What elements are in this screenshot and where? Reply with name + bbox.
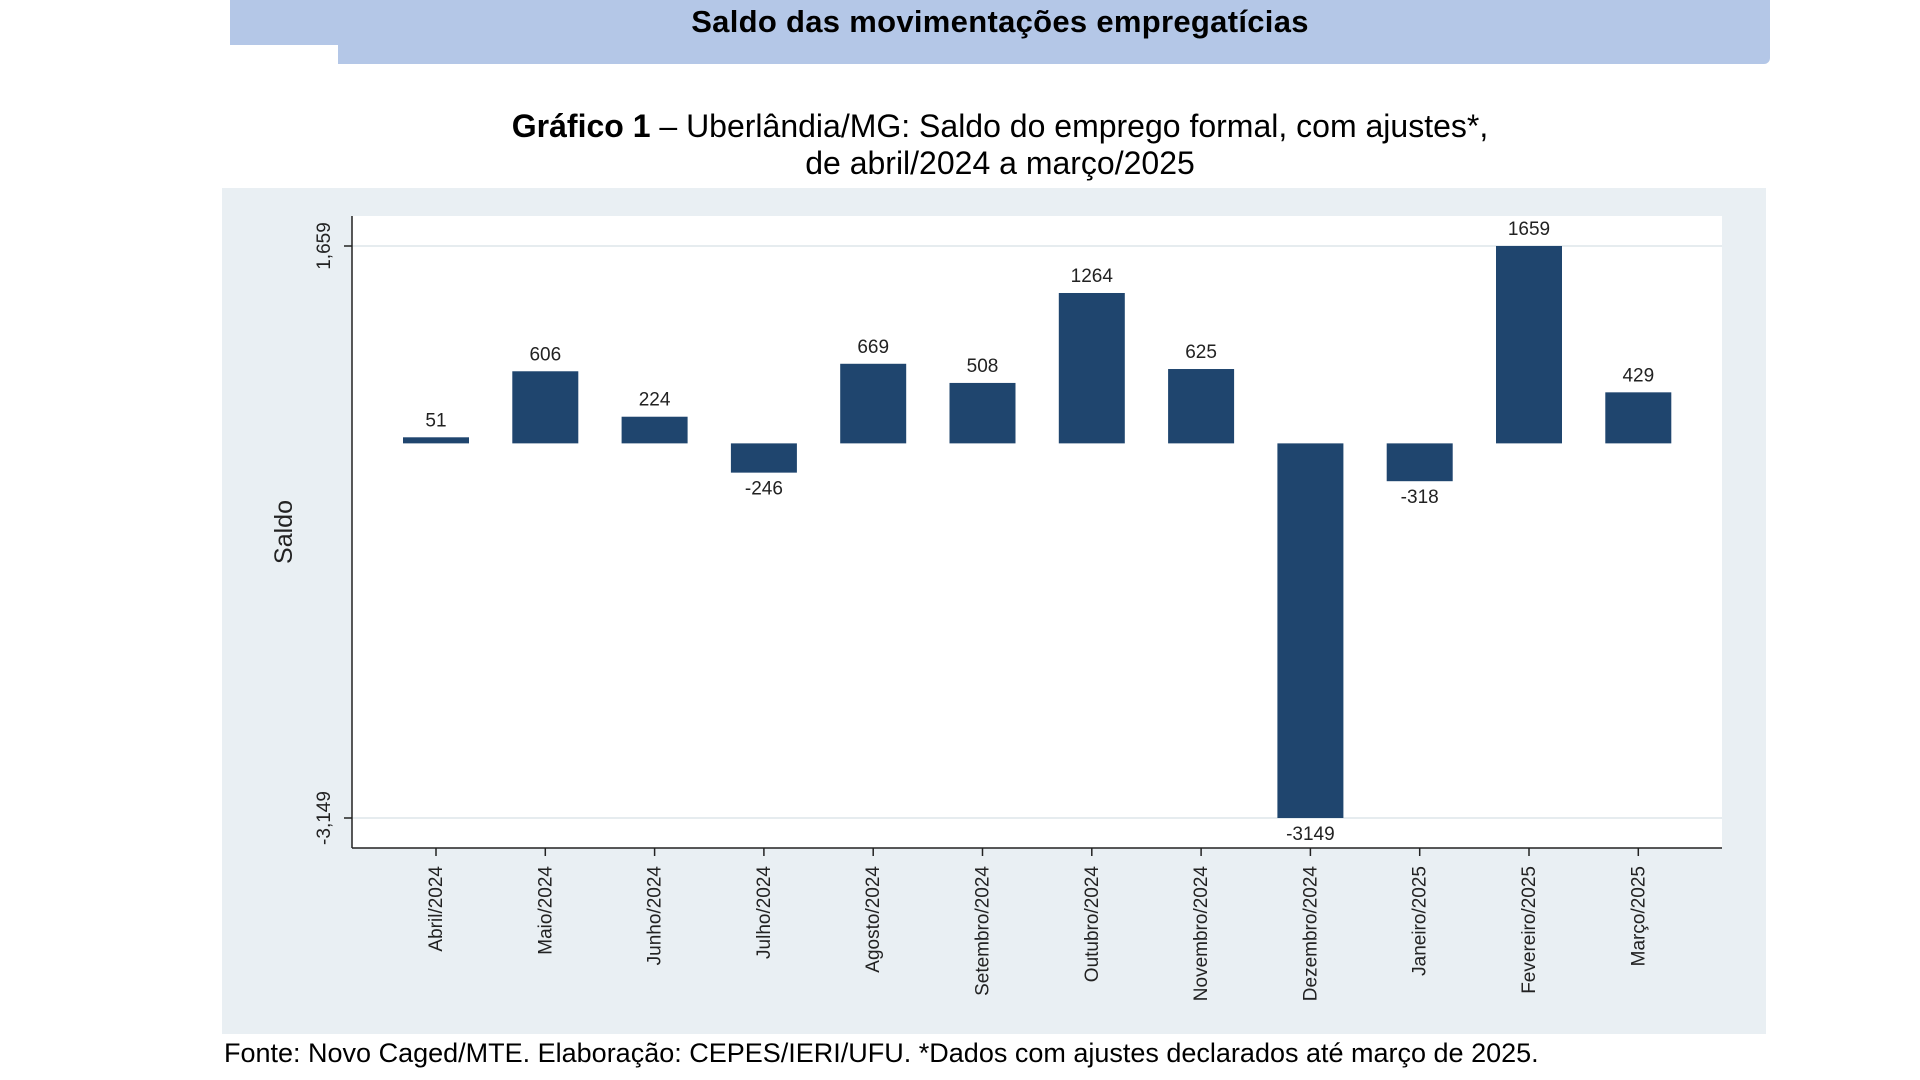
x-tick-label: Agosto/2024 — [863, 866, 884, 973]
section-title: Saldo das movimentações empregatícias — [691, 4, 1309, 39]
plot-area — [352, 216, 1722, 848]
y-tick-label: -3,149 — [314, 791, 335, 845]
data-label: 508 — [967, 356, 999, 377]
bar — [1168, 369, 1235, 444]
x-tick-label: Janeiro/2025 — [1410, 866, 1431, 976]
data-label: 1264 — [1071, 266, 1114, 287]
bar — [512, 371, 579, 444]
bar — [840, 363, 907, 444]
data-label: 606 — [529, 344, 561, 365]
data-label: 51 — [425, 410, 446, 431]
data-labels: 51 606 224 -246 669 508 1264 625 -3149 -318 1659 42… — [425, 219, 1654, 845]
bar — [1605, 392, 1672, 444]
x-tick-label: Abril/2024 — [426, 866, 447, 952]
figure-title-line1: Gráfico 1 – Uberlândia/MG: Saldo do empr… — [230, 108, 1770, 145]
header-band — [230, 0, 1770, 64]
data-label: 429 — [1622, 365, 1654, 386]
x-tick-label: Outubro/2024 — [1082, 866, 1103, 983]
source-note: Fonte: Novo Caged/MTE. Elaboração: CEPES… — [224, 1038, 1539, 1068]
x-tick-label: Setembro/2024 — [973, 866, 994, 996]
data-label: 1659 — [1508, 219, 1550, 240]
x-tick-label: Dezembro/2024 — [1300, 866, 1321, 1002]
figure-title-rest: – Uberlândia/MG: Saldo do emprego formal… — [650, 108, 1489, 144]
bar — [1496, 246, 1562, 444]
data-label: 224 — [639, 390, 671, 411]
x-tick-label: Julho/2024 — [754, 866, 775, 959]
bar — [1277, 443, 1344, 818]
gridlines — [352, 245, 1722, 819]
figure-title-line2: de abril/2024 a março/2025 — [805, 145, 1195, 181]
bar — [1386, 443, 1453, 482]
data-label: -246 — [745, 479, 783, 500]
y-ticks: 1,659 -3,149 — [314, 222, 352, 845]
x-tick-label: Março/2025 — [1628, 866, 1649, 966]
x-ticks: Abril/2024 Maio/2024 Junho/2024 Julho/2024 A… — [426, 848, 1649, 1001]
bar — [403, 437, 469, 444]
data-label: 669 — [857, 337, 889, 358]
data-label: 625 — [1185, 342, 1217, 363]
y-tick-label: 1,659 — [314, 222, 335, 270]
bar — [730, 443, 797, 473]
bar-chart: 51 606 224 -246 669 508 1264 625 -3149 -318 1659 42… — [270, 216, 1722, 1001]
figure-title: Gráfico 1 – Uberlândia/MG: Saldo do empr… — [230, 108, 1770, 182]
y-axis-label: Saldo — [270, 500, 298, 564]
bar — [1058, 292, 1125, 444]
x-tick-label: Maio/2024 — [535, 866, 556, 955]
header-notch — [230, 45, 338, 67]
bar — [949, 382, 1016, 444]
x-tick-label: Fevereiro/2025 — [1519, 866, 1540, 994]
data-label: -3149 — [1286, 824, 1335, 845]
figure-label: Gráfico 1 — [511, 108, 651, 144]
data-label: -318 — [1401, 487, 1439, 508]
x-tick-label: Junho/2024 — [645, 866, 666, 966]
x-tick-label: Novembro/2024 — [1191, 866, 1212, 1002]
bar — [621, 416, 688, 444]
bars — [403, 246, 1672, 818]
